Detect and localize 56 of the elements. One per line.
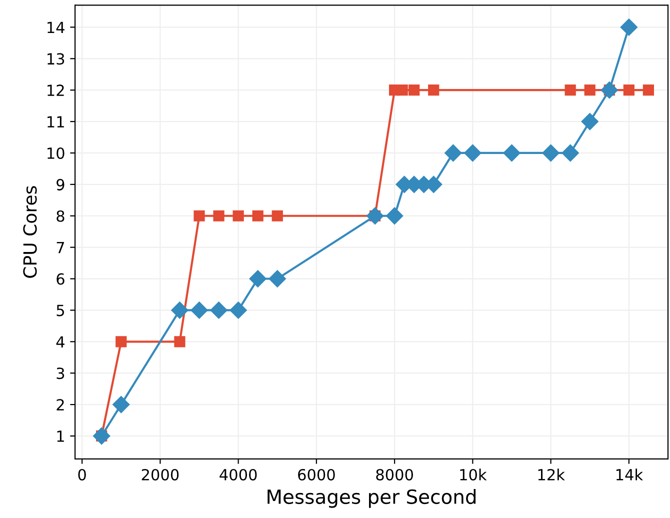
y-tick-label: 6 <box>56 273 64 285</box>
point <box>210 302 228 319</box>
x-axis-title: Messages per Second <box>268 489 476 508</box>
point <box>93 427 110 445</box>
point <box>564 84 576 96</box>
point <box>116 336 127 348</box>
point <box>366 207 384 224</box>
point <box>428 84 440 96</box>
y-tick-label: 3 <box>56 368 64 380</box>
x-tick-label: 4000 <box>220 468 257 480</box>
x-tick-label: 10k <box>460 468 487 480</box>
point <box>272 210 283 222</box>
x-tick-label: 14k <box>616 468 644 480</box>
y-tick-label: 4 <box>56 336 64 348</box>
point <box>444 144 462 162</box>
y-tick-label: 5 <box>56 304 64 316</box>
x-tick-label: 8000 <box>376 468 413 480</box>
y-tick-label: 10 <box>48 147 64 159</box>
point <box>620 18 638 36</box>
x-tick-label: 0 <box>78 468 86 480</box>
x-tick-label: 2000 <box>142 468 179 480</box>
y-tick-label: 9 <box>56 178 64 190</box>
y-axis-title: CPU Cores <box>23 186 37 278</box>
point <box>642 84 654 96</box>
point <box>584 84 596 96</box>
point <box>194 210 205 222</box>
point <box>190 302 208 319</box>
y-tick-label: 13 <box>48 53 64 65</box>
point <box>171 302 188 319</box>
y-tick-label: 11 <box>48 116 64 128</box>
point <box>252 210 264 222</box>
point <box>464 144 482 162</box>
x-tick-label: 12k <box>538 468 565 480</box>
point <box>396 84 408 96</box>
y-tick-label: 14 <box>48 22 64 33</box>
y-tick-label: 1 <box>57 430 64 442</box>
point <box>174 336 186 348</box>
point <box>623 84 634 96</box>
point <box>600 82 618 99</box>
point <box>542 144 560 162</box>
point <box>386 207 404 224</box>
y-tick-label: 8 <box>56 210 64 222</box>
point <box>503 144 520 162</box>
y-tick-label: 12 <box>48 84 64 96</box>
point <box>230 302 247 319</box>
x-tick-label: 6000 <box>298 468 335 480</box>
point <box>249 270 266 288</box>
point <box>581 112 598 130</box>
point <box>232 210 244 222</box>
point <box>112 396 130 414</box>
y-tick-label: 7 <box>56 242 64 254</box>
point <box>213 210 224 222</box>
point <box>268 270 286 288</box>
point <box>408 84 420 96</box>
y-tick-label: 2 <box>56 399 64 410</box>
point <box>562 144 579 162</box>
